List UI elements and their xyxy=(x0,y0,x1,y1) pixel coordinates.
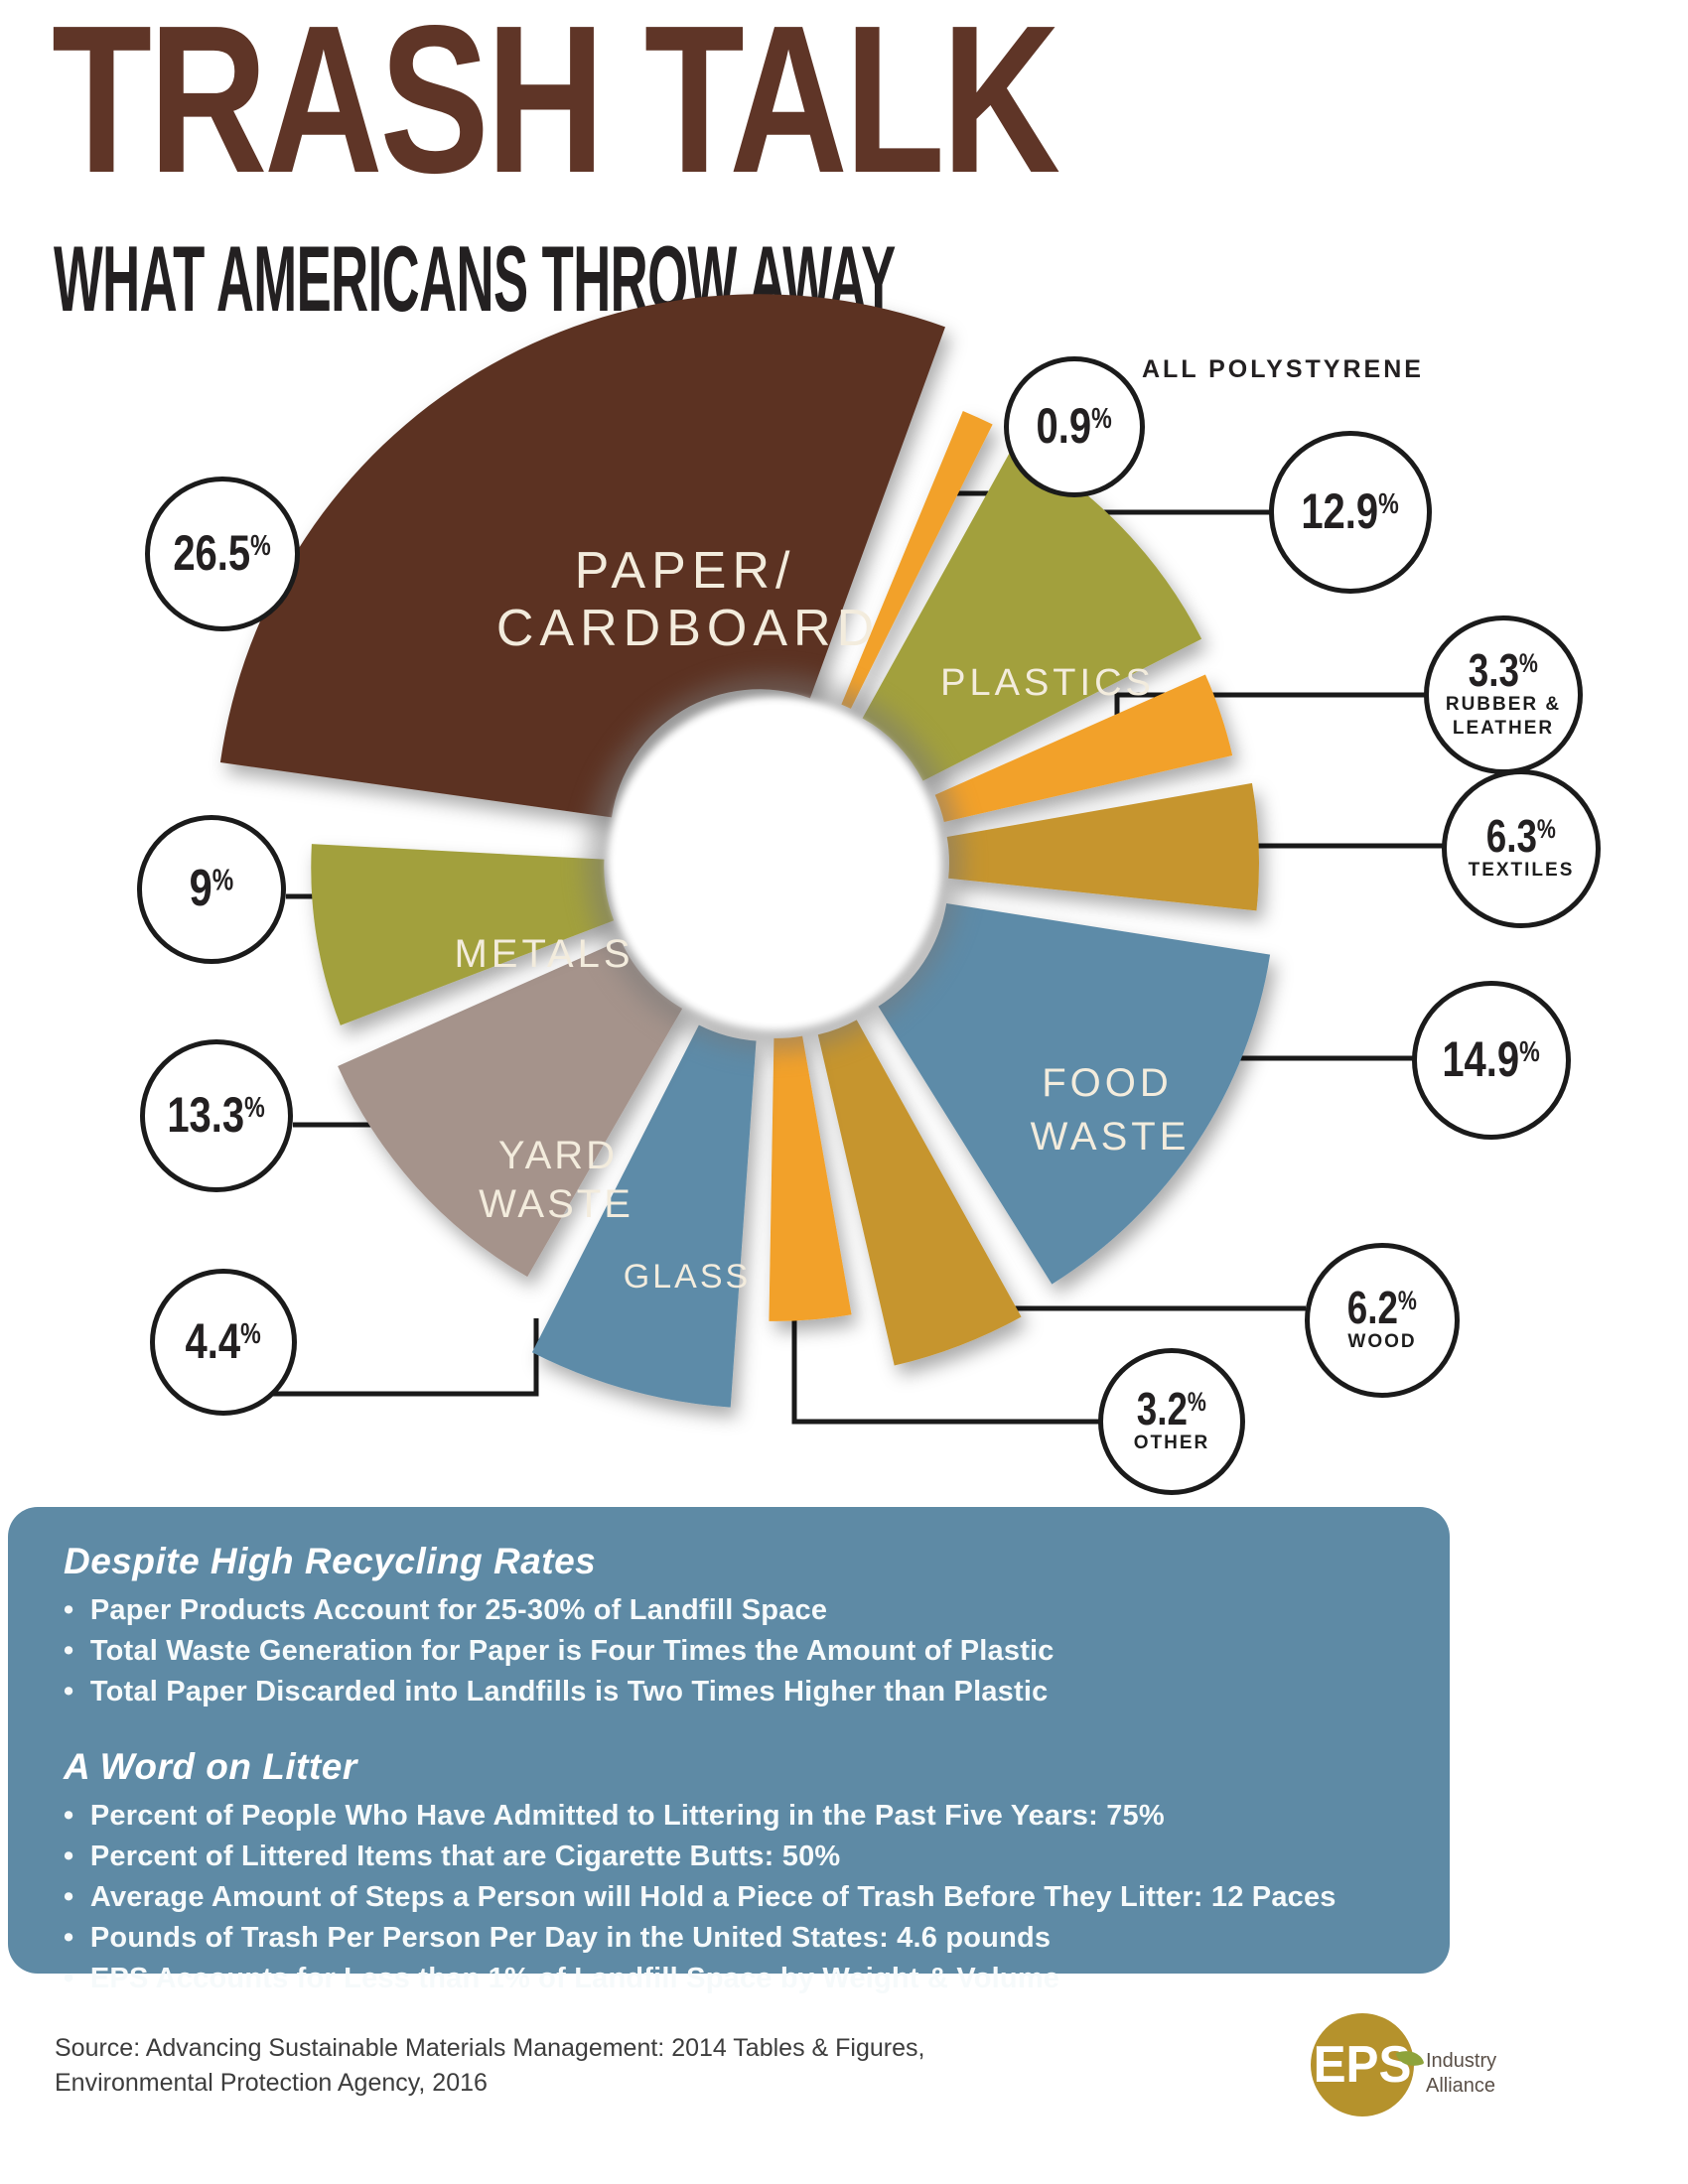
info-box-bullet: EPS Accounts for Less than 1% of Landfil… xyxy=(64,1959,1410,1999)
callout-sublabel-textiles: TEXTILES xyxy=(1468,859,1575,881)
callout-value-all-polystyrene: 0.9% xyxy=(1036,398,1113,455)
slice-label-food-waste: FOOD xyxy=(1042,1061,1173,1105)
slice-yard-waste xyxy=(338,940,683,1278)
callout-value-plastics: 12.9% xyxy=(1301,483,1400,540)
info-box-bullet: Pounds of Trash Per Person Per Day in th… xyxy=(64,1918,1410,1959)
callout-yard-waste: 13.3% xyxy=(140,1039,293,1192)
slice-metals xyxy=(311,844,615,1025)
callout-value-textiles: 6.3% xyxy=(1485,810,1557,863)
slice-all-polystyrene xyxy=(841,410,993,709)
slice-food-waste xyxy=(878,903,1271,1285)
callout-sublabel-rubber-leather: RUBBER & xyxy=(1445,694,1562,716)
callout-other: 3.2% OTHER xyxy=(1098,1348,1245,1495)
callout-paper-cardboard: 26.5% xyxy=(145,477,300,631)
callout-food-waste: 14.9% xyxy=(1412,981,1571,1140)
info-box-bullet: Paper Products Account for 25-30% of Lan… xyxy=(64,1590,1410,1631)
page-title: TRASH TALK xyxy=(52,0,1341,205)
callout-value-glass: 4.4% xyxy=(185,1313,262,1370)
callout-value-metals: 9% xyxy=(189,860,234,918)
slice-wood xyxy=(817,1020,1022,1366)
slice-label-food-waste: WASTE xyxy=(1031,1115,1191,1159)
slice-label-paper-cardboard: PAPER/ xyxy=(575,542,796,600)
callout-value-yard-waste: 13.3% xyxy=(167,1087,266,1144)
slice-textiles xyxy=(946,782,1259,911)
source-line-1: Source: Advancing Sustainable Materials … xyxy=(55,2034,925,2062)
info-box-section-gap xyxy=(64,1712,1410,1746)
slice-plastics xyxy=(862,445,1202,781)
slice-labels: PAPER/CARDBOARD PLASTICS FOOD WASTE GLASS YAR… xyxy=(454,542,1191,1296)
slice-label-metals: METALS xyxy=(454,932,633,976)
percent-sign: % xyxy=(240,1318,262,1351)
eps-logo-circle-icon: EPS xyxy=(1311,2013,1414,2116)
info-box-heading-2: A Word on Litter xyxy=(64,1746,357,1787)
percent-sign: % xyxy=(244,1092,266,1125)
donut-chart: PAPER/CARDBOARD PLASTICS FOOD WASTE GLASS YAR… xyxy=(219,294,1443,1425)
percent-sign: % xyxy=(1519,648,1539,679)
callout-rubber-leather: 3.3% RUBBER & LEATHER xyxy=(1424,615,1583,774)
info-box-bullet: Percent of People Who Have Admitted to L… xyxy=(64,1796,1410,1837)
callout-sublabel-wood: WOOD xyxy=(1347,1330,1417,1352)
percent-sign: % xyxy=(250,530,272,563)
callout-value-food-waste: 14.9% xyxy=(1442,1031,1541,1088)
slice-label-plastics: PLASTICS xyxy=(940,662,1155,704)
slice-glass xyxy=(531,1024,757,1408)
info-box-bullet: Total Paper Discarded into Landfills is … xyxy=(64,1672,1410,1712)
callout-plastics: 12.9% xyxy=(1269,431,1432,594)
percent-sign: % xyxy=(211,864,234,897)
slice-rubber-leather xyxy=(934,674,1233,823)
info-box-bullet: Percent of Littered Items that are Cigar… xyxy=(64,1837,1410,1877)
percent-sign: % xyxy=(1398,1286,1418,1316)
page-title-text: TRASH TALK xyxy=(52,0,1060,216)
eps-logo-abbr: EPS xyxy=(1313,2036,1412,2094)
info-box-bullet: Average Amount of Steps a Person will Ho… xyxy=(64,1877,1410,1918)
source-line-2: Environmental Protection Agency, 2016 xyxy=(55,2069,488,2097)
callout-outside-label-all-polystyrene: ALL POLYSTYRENE xyxy=(1142,355,1424,383)
donut-hole xyxy=(586,675,963,1052)
info-box: Despite High Recycling Rates Paper Produc… xyxy=(8,1507,1450,1994)
callout-sublabel-other: OTHER xyxy=(1133,1432,1210,1453)
callout-all-polystyrene: 0.9% xyxy=(1004,356,1145,497)
percent-sign: % xyxy=(1537,814,1557,845)
percent-sign: % xyxy=(1378,488,1400,521)
slice-label-glass: GLASS xyxy=(624,1258,751,1296)
slice-label-yard-waste: YARD xyxy=(498,1134,618,1177)
callout-sublabel-rubber-leather: LEATHER xyxy=(1452,717,1555,739)
hole-center xyxy=(616,705,933,1023)
percent-sign: % xyxy=(1188,1387,1207,1418)
eps-logo-name-line1: Industry xyxy=(1426,2050,1497,2072)
slice-other xyxy=(769,1035,852,1321)
callout-value-rubber-leather: 3.3% xyxy=(1468,644,1539,697)
info-box-heading-1: Despite High Recycling Rates xyxy=(64,1541,597,1581)
percent-sign: % xyxy=(1519,1036,1541,1069)
source-note: Source: Advancing Sustainable Materials … xyxy=(55,2031,924,2101)
info-box-bullet: Total Waste Generation for Paper is Four… xyxy=(64,1631,1410,1672)
callout-value-paper-cardboard: 26.5% xyxy=(173,525,272,582)
slice-label-yard-waste: WASTE xyxy=(479,1182,633,1226)
callout-wood: 6.2% WOOD xyxy=(1305,1243,1460,1398)
callout-value-other: 3.2% xyxy=(1136,1383,1207,1435)
callout-metals: 9% xyxy=(137,815,286,964)
callout-layer: 26.5% 9% 13.3% 4.4% 0.9% ALL POLYSTYRENE 12.9%… xyxy=(137,355,1601,1495)
callout-textiles: 6.3% TEXTILES xyxy=(1442,769,1601,928)
eps-logo-name: Industry Alliance xyxy=(1426,2049,1496,2099)
callout-glass: 4.4% xyxy=(150,1269,297,1416)
slice-label-paper-cardboard: CARDBOARD xyxy=(496,600,880,657)
callout-value-wood: 6.2% xyxy=(1346,1282,1418,1334)
leader-line-glass xyxy=(268,1318,539,1397)
percent-sign: % xyxy=(1091,403,1113,436)
eps-logo: EPS Industry Alliance xyxy=(1311,2013,1638,2132)
eps-logo-name-line2: Alliance xyxy=(1426,2075,1496,2097)
